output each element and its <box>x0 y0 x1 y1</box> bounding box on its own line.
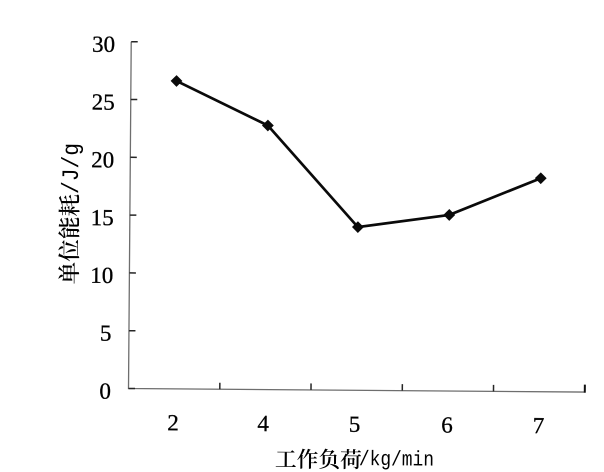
svg-text:7: 7 <box>533 413 545 438</box>
svg-text:0: 0 <box>99 379 111 404</box>
svg-text:25: 25 <box>92 90 115 115</box>
svg-text:15: 15 <box>91 205 114 230</box>
svg-text:5: 5 <box>349 412 361 437</box>
svg-text:2: 2 <box>167 410 179 435</box>
svg-text:30: 30 <box>92 32 115 57</box>
svg-text:/kg/min: /kg/min <box>359 449 434 472</box>
svg-text:10: 10 <box>90 263 113 288</box>
svg-text:4: 4 <box>257 411 269 436</box>
svg-text:/J/g: /J/g <box>59 143 86 194</box>
svg-text:5: 5 <box>100 321 112 346</box>
svg-text:6: 6 <box>441 412 453 437</box>
svg-text:20: 20 <box>91 147 114 172</box>
